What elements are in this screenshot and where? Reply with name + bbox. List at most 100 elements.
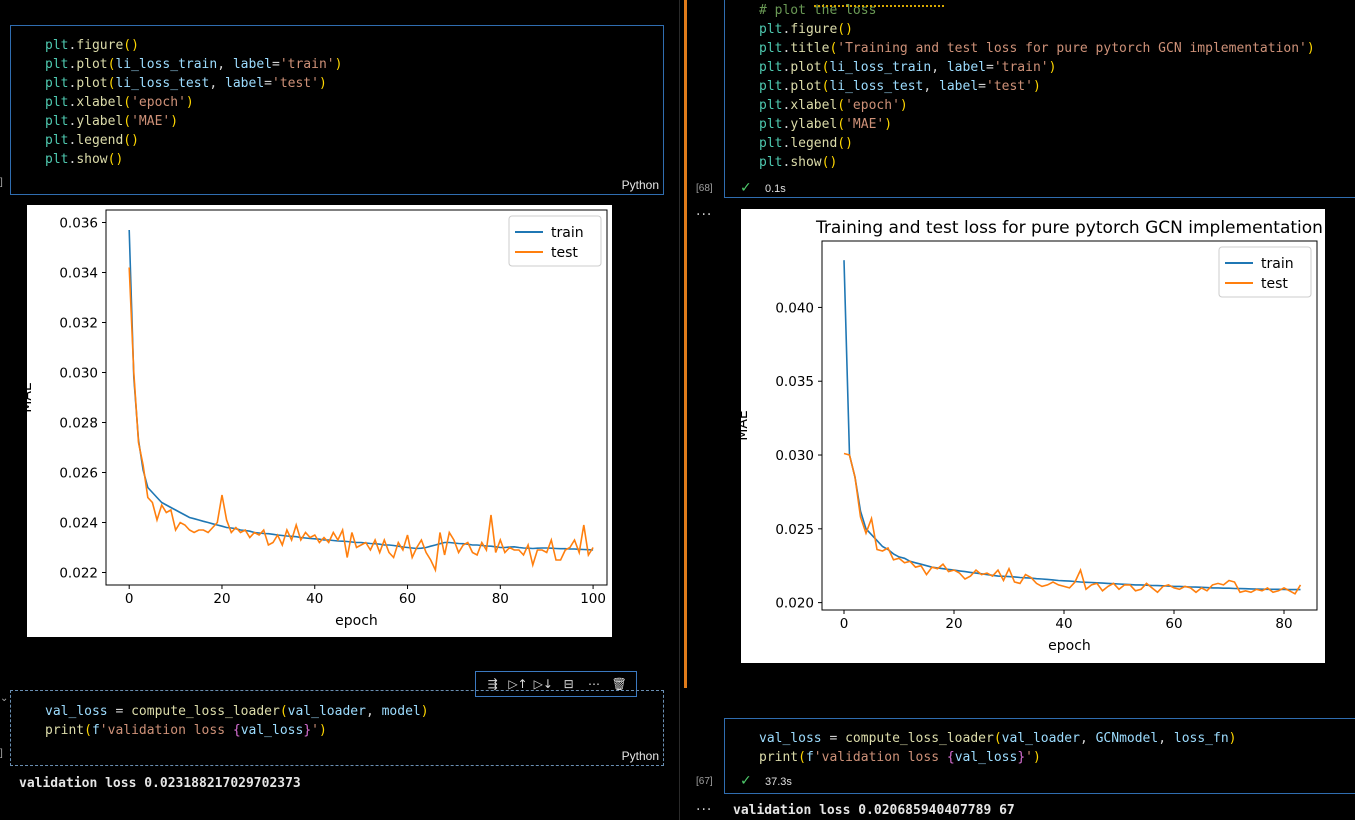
- code-token: title: [790, 41, 830, 56]
- code-token: .: [782, 117, 791, 132]
- code-token: ): [334, 57, 343, 72]
- code-token: plt: [45, 152, 69, 167]
- code-cell-validation[interactable]: val_loss = compute_loss_loader(val_loade…: [724, 718, 1355, 794]
- legend-label-train: train: [1261, 256, 1294, 272]
- execution-time: 0.1s: [765, 183, 786, 195]
- code-token: (: [107, 76, 116, 91]
- code-line[interactable]: print(f'validation loss {val_loss}'): [45, 721, 429, 740]
- code-token: li_loss_test: [115, 76, 210, 91]
- pane-divider[interactable]: [679, 0, 680, 820]
- code-editor[interactable]: val_loss = compute_loss_loader(val_loade…: [759, 729, 1237, 767]
- y-axis-label: MAE: [27, 382, 35, 413]
- code-token: f: [805, 750, 814, 765]
- code-cell-plot[interactable]: plt.figure() plt.plot(li_loss_train, labe…: [10, 25, 664, 195]
- code-line[interactable]: val_loss = compute_loss_loader(val_loade…: [45, 702, 429, 721]
- code-line[interactable]: plt.xlabel('epoch'): [45, 93, 342, 112]
- code-token: .: [782, 155, 791, 170]
- code-editor[interactable]: # plot the loss plt.figure() plt.title('Tr…: [759, 1, 1315, 172]
- code-line[interactable]: plt.ylabel('MAE'): [45, 112, 342, 131]
- code-line[interactable]: plt.plot(li_loss_train, label='train'): [45, 55, 342, 74]
- plot-frame: [105, 209, 608, 586]
- code-line[interactable]: plt.figure(): [759, 20, 1315, 39]
- output-more-icon[interactable]: ···: [696, 802, 713, 818]
- code-line[interactable]: plt.ylabel('MAE'): [759, 115, 1315, 134]
- code-token: ylabel: [76, 114, 124, 129]
- code-cell-plot[interactable]: # plot the loss plt.figure() plt.title('Tr…: [724, 0, 1355, 198]
- split-cell-icon[interactable]: ⊟: [563, 677, 574, 691]
- code-line[interactable]: plt.show(): [45, 150, 342, 169]
- chart-title: Training and test loss for pure pytorch …: [815, 218, 1323, 238]
- code-editor[interactable]: plt.figure() plt.plot(li_loss_train, labe…: [45, 36, 342, 169]
- code-line[interactable]: plt.xlabel('epoch'): [759, 96, 1315, 115]
- loss-chart: Training and test loss for pure pytorch …: [735, 218, 1323, 654]
- code-token: loss_fn: [1173, 731, 1229, 746]
- code-token: =: [107, 704, 132, 719]
- code-token: ': [311, 723, 319, 738]
- code-cell-validation[interactable]: val_loss = compute_loss_loader(val_loade…: [10, 690, 664, 766]
- code-token: (): [821, 155, 838, 170]
- code-token: plt: [759, 117, 783, 132]
- code-token: .: [68, 95, 77, 110]
- code-line[interactable]: plt.show(): [759, 153, 1315, 172]
- language-label[interactable]: Python: [621, 749, 659, 763]
- code-line[interactable]: plt.plot(li_loss_test, label='test'): [759, 77, 1315, 96]
- code-token: li_loss_train: [115, 57, 218, 72]
- code-token: val_loss: [759, 731, 822, 746]
- x-tick-label: 60: [399, 591, 416, 607]
- code-token: compute_loss_loader: [845, 731, 994, 746]
- code-editor[interactable]: val_loss = compute_loss_loader(val_loade…: [45, 702, 429, 740]
- code-token: (: [993, 731, 1002, 746]
- y-tick-label: 0.032: [59, 316, 98, 332]
- more-actions-icon[interactable]: ⋯: [587, 677, 600, 691]
- code-token: (: [829, 41, 838, 56]
- code-token: ,: [217, 57, 233, 72]
- code-token: (: [123, 114, 132, 129]
- execution-count: [67]: [696, 776, 713, 787]
- language-label[interactable]: Python: [621, 178, 659, 192]
- code-token: legend: [76, 133, 124, 148]
- code-token: 'epoch': [845, 98, 900, 113]
- code-token: plot: [76, 57, 108, 72]
- code-line[interactable]: plt.title('Training and test loss for pu…: [759, 39, 1315, 58]
- run-above-icon[interactable]: ⇶: [487, 677, 498, 691]
- cell-collapse-chevron[interactable]: ⌄: [0, 693, 9, 704]
- code-token: label: [232, 57, 272, 72]
- plot-output: Training and test loss for pure pytorch …: [735, 209, 1325, 663]
- code-token: figure: [76, 38, 124, 53]
- code-line[interactable]: plt.plot(li_loss_train, label='train'): [759, 58, 1315, 77]
- code-line[interactable]: plt.figure(): [45, 36, 342, 55]
- code-line[interactable]: plt.plot(li_loss_test, label='test'): [45, 74, 342, 93]
- legend-box: [508, 215, 602, 267]
- code-token: }: [303, 723, 312, 738]
- code-token: val_loss: [45, 704, 108, 719]
- code-token: ): [170, 114, 179, 129]
- x-tick-label: 100: [580, 591, 606, 607]
- code-line[interactable]: plt.legend(): [45, 131, 342, 150]
- success-check-icon: ✓: [740, 180, 752, 196]
- code-token: ): [1228, 731, 1237, 746]
- series-line-train: [843, 260, 1301, 591]
- code-token: (): [123, 38, 139, 53]
- code-token: =: [978, 79, 986, 94]
- code-token: plt: [759, 60, 783, 75]
- code-token: plt: [45, 114, 69, 129]
- legend-box: [1218, 246, 1312, 298]
- code-token: 'test': [986, 79, 1033, 94]
- execute-above-icon[interactable]: ▷↑: [508, 677, 528, 691]
- code-token: 'test': [272, 76, 319, 91]
- execute-below-icon[interactable]: ▷↓: [533, 677, 553, 691]
- execution-count: [68]: [696, 183, 713, 194]
- code-token: ): [185, 95, 194, 110]
- code-line[interactable]: plt.legend(): [759, 134, 1315, 153]
- code-line[interactable]: print(f'validation loss {val_loss}'): [759, 748, 1237, 767]
- code-token: val_loss: [240, 723, 304, 738]
- delete-cell-icon[interactable]: 🗑: [611, 677, 627, 691]
- code-line[interactable]: val_loss = compute_loss_loader(val_loade…: [759, 729, 1237, 748]
- code-token: ): [899, 98, 908, 113]
- code-token: (: [279, 704, 288, 719]
- plot-output: 0 20 40 60 80 100 0.022 0.024 0.026 0.028 0.030 0.0…: [19, 205, 612, 637]
- y-tick-label: 0.024: [59, 516, 98, 532]
- output-more-icon[interactable]: ···: [696, 207, 713, 223]
- code-token: xlabel: [76, 95, 124, 110]
- x-axis-label: epoch: [1048, 638, 1091, 654]
